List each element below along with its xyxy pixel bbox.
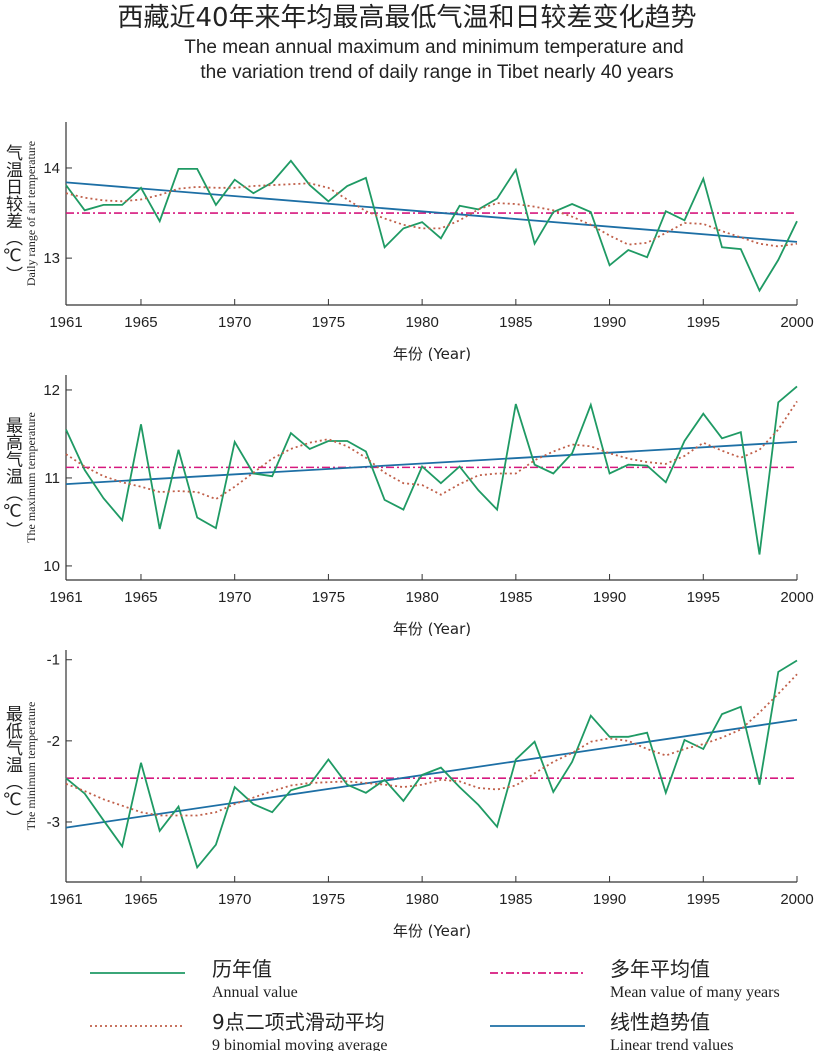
y-tick-label: 10 (43, 558, 60, 575)
x-tick-label: 1985 (499, 314, 532, 331)
legend-label-en: Annual value (212, 984, 298, 1001)
x-tick-label: 1970 (218, 891, 251, 908)
y-axis-label-en: The minimum temperature (24, 702, 38, 831)
y-tick-label: -2 (47, 733, 60, 750)
x-tick-label: 2000 (780, 589, 813, 606)
x-tick-label: 1961 (49, 589, 82, 606)
x-tick-label: 1980 (405, 589, 438, 606)
x-tick-label: 1970 (218, 314, 251, 331)
x-tick-label: 1990 (593, 314, 626, 331)
x-axis-label: 年份 (Year) (393, 922, 471, 940)
x-tick-label: 1975 (312, 314, 345, 331)
x-tick-label: 1961 (49, 314, 82, 331)
legend-label-en: Linear trend values (610, 1037, 734, 1051)
y-tick-label: 12 (43, 382, 60, 399)
y-tick-label: 14 (43, 160, 60, 177)
y-tick-label: -3 (47, 814, 60, 831)
subtitle: The mean annual maximum and minimum temp… (184, 37, 684, 58)
x-tick-label: 1985 (499, 589, 532, 606)
x-tick-label: 2000 (780, 891, 813, 908)
y-tick-label: 13 (43, 250, 60, 267)
legend-label: 线性趋势值 (610, 1010, 710, 1034)
x-tick-label: 1995 (687, 589, 720, 606)
x-tick-label: 2000 (780, 314, 813, 331)
title: 西藏近40年来年均最高最低气温和日较差变化趋势 (117, 3, 696, 33)
legend-label-en: 9 binomial moving average (212, 1037, 388, 1051)
y-axis-label-zh: 最低气温（℃） (2, 705, 23, 827)
x-tick-label: 1961 (49, 891, 82, 908)
trend-line (65, 440, 798, 485)
annual-line (65, 159, 798, 293)
legend-label-en: Mean value of many years (610, 984, 780, 1001)
x-axis-label: 年份 (Year) (393, 345, 471, 363)
x-tick-label: 1970 (218, 589, 251, 606)
x-tick-label: 1965 (124, 589, 157, 606)
annual-line (65, 385, 798, 555)
x-tick-label: 1965 (124, 314, 157, 331)
x-tick-label: 1995 (687, 314, 720, 331)
x-tick-label: 1985 (499, 891, 532, 908)
annual-line (65, 659, 798, 870)
x-tick-label: 1995 (687, 891, 720, 908)
x-tick-label: 1980 (405, 314, 438, 331)
x-tick-label: 1965 (124, 891, 157, 908)
trend-line (65, 718, 798, 829)
subtitle: the variation trend of daily range in Ti… (200, 62, 673, 83)
x-axis-label: 年份 (Year) (393, 620, 471, 638)
trend-line (65, 181, 798, 243)
x-tick-label: 1975 (312, 589, 345, 606)
moving-average-line (65, 673, 798, 817)
x-tick-label: 1990 (593, 589, 626, 606)
y-axis-label-en: The maximum temperature (24, 412, 38, 543)
legend-label: 9点二项式滑动平均 (212, 1010, 385, 1034)
y-tick-label: 11 (44, 470, 60, 487)
legend-label: 多年平均值 (610, 957, 710, 981)
y-tick-label: -1 (47, 652, 60, 669)
y-axis-label-en: Daily range of air temperature (24, 141, 38, 286)
x-tick-label: 1990 (593, 891, 626, 908)
x-tick-label: 1980 (405, 891, 438, 908)
x-tick-label: 1975 (312, 891, 345, 908)
y-axis-label-zh: 最高气温（℃） (2, 417, 23, 539)
y-axis-label-zh: 气温日较差（℃） (2, 144, 23, 283)
legend-label: 历年值 (212, 957, 272, 981)
moving-average-line (65, 400, 798, 501)
